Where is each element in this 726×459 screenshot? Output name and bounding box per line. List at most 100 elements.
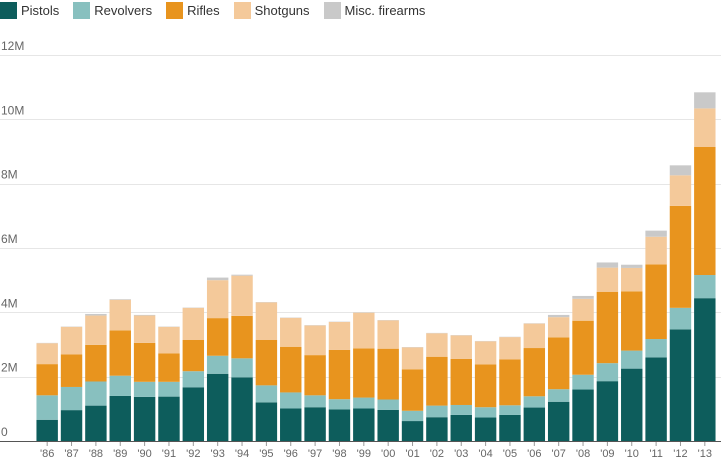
legend-item: Revolvers (73, 1, 153, 19)
bar-segment (547, 314, 570, 318)
x-tick-label: '90 (137, 448, 151, 459)
bar-segment (426, 333, 448, 357)
legend-swatch (166, 1, 184, 19)
x-tick-label: '02 (430, 448, 444, 459)
bar-segment (377, 348, 399, 400)
bar-segment (182, 371, 205, 388)
bar-segment (572, 374, 594, 390)
bar-segment (572, 295, 594, 299)
legend-label: Pistols (21, 2, 60, 18)
bar-segment (280, 408, 302, 441)
bar-segment (85, 344, 107, 382)
bar-segment (231, 275, 253, 316)
bar-segment (621, 267, 643, 292)
x-tick-label: '94 (235, 448, 249, 459)
bar-segment (353, 408, 375, 441)
bar-segment (231, 274, 253, 276)
bar-segment (328, 349, 351, 400)
bar-segment (669, 205, 692, 308)
bar-segment (158, 396, 180, 441)
legend-swatch (73, 1, 91, 19)
bar-segment (450, 404, 472, 415)
bar-segment (621, 350, 643, 369)
bar-segment (36, 419, 58, 441)
bar-segment (377, 320, 399, 349)
bar-segment (60, 410, 83, 441)
bar-segment (328, 399, 351, 410)
bar-segment (450, 335, 472, 359)
x-tick-label: '11 (649, 448, 663, 459)
bar-segment (645, 236, 667, 265)
bar-segment (401, 421, 424, 441)
bar-segment (645, 230, 667, 237)
bar-segment (474, 341, 497, 365)
bar-segment (572, 389, 594, 441)
bar-segment (547, 337, 570, 390)
bar-segment (255, 340, 278, 386)
x-tick-label: '93 (211, 448, 225, 459)
y-tick-label: 2M (1, 361, 18, 375)
bar-segment (304, 395, 326, 408)
bar-segment (280, 317, 302, 347)
bar-segment (499, 359, 521, 406)
bar-segment (669, 165, 692, 176)
bar-segment (426, 417, 448, 441)
y-tick-label: 10M (1, 103, 24, 117)
bar-segment (133, 396, 156, 441)
bar-segment (133, 314, 156, 316)
bar-segment (280, 392, 302, 409)
x-tick-label: '04 (478, 448, 492, 459)
bar-segment (304, 325, 326, 356)
bar-segment (133, 315, 156, 343)
bar-segment (669, 329, 692, 441)
x-tick-label: '01 (405, 448, 419, 459)
y-tick-label: 4M (1, 296, 18, 310)
bar-segment (694, 147, 716, 276)
bar-segment (694, 92, 716, 109)
legend-label: Rifles (187, 2, 220, 18)
x-tick-label: '97 (308, 448, 322, 459)
bar-segment (694, 275, 716, 299)
bar-segment (596, 381, 619, 441)
x-tick-label: '08 (576, 448, 590, 459)
legend-label: Shotguns (254, 2, 310, 18)
bar-segment (645, 357, 667, 441)
bar-segment (401, 347, 424, 370)
bar-segment (353, 397, 375, 409)
bar-segment (60, 354, 83, 387)
bar-segment (206, 280, 229, 319)
legend: Pistols Revolvers Rifles Shotguns Misc. fire… (0, 0, 439, 20)
legend-label: Revolvers (94, 2, 153, 18)
x-tick-label: '06 (527, 448, 541, 459)
bar-segment (621, 264, 643, 268)
y-tick-label: 0 (1, 425, 8, 439)
bar-segment (60, 326, 83, 355)
bar-segment (36, 395, 58, 420)
x-tick-label: '99 (357, 448, 371, 459)
bar-segment (694, 108, 716, 147)
bar-segment (596, 363, 619, 382)
bar-segment (85, 381, 107, 406)
bar-segment (133, 342, 156, 382)
bar-segment (547, 401, 570, 441)
legend-swatch (233, 1, 251, 19)
x-tick-label: '86 (40, 448, 54, 459)
bar-segment (499, 405, 521, 415)
bar-segment (304, 355, 326, 396)
x-tick-label: '92 (186, 448, 200, 459)
x-tick-label: '10 (625, 448, 639, 459)
bar-segment (694, 298, 716, 441)
bar-segment (426, 356, 448, 406)
bar-segment (621, 368, 643, 442)
bar-segment (304, 407, 326, 441)
x-tick-label: '88 (89, 448, 103, 459)
bar-segment (182, 387, 205, 441)
x-tick-label: '95 (259, 448, 273, 459)
x-tick-label: '91 (162, 448, 176, 459)
bar-segment (109, 299, 131, 331)
bar-segment (499, 337, 521, 360)
bar-segment (206, 318, 229, 356)
bar-segment (353, 312, 375, 349)
bar-segment (231, 315, 253, 359)
bar-segment (85, 405, 107, 441)
